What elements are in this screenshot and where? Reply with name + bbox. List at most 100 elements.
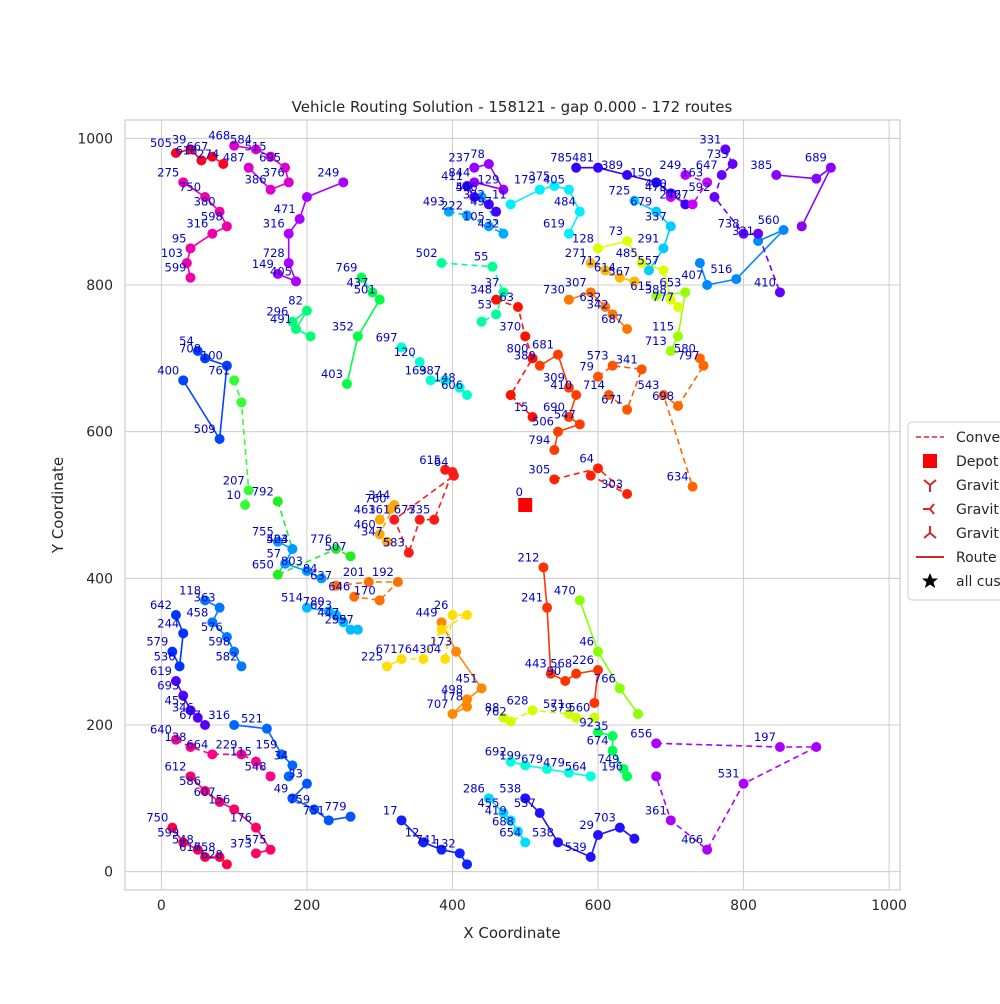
customer-point bbox=[560, 676, 571, 686]
customer-label: 222 bbox=[441, 198, 463, 212]
customer-point bbox=[207, 617, 218, 628]
customer-point bbox=[229, 375, 240, 386]
customer-label: 453 bbox=[165, 693, 187, 707]
customer-point bbox=[680, 287, 691, 298]
customer-label: 583 bbox=[383, 536, 405, 550]
customer-point bbox=[265, 151, 276, 162]
customer-point bbox=[593, 727, 604, 738]
customer-point bbox=[633, 709, 644, 719]
customer-point bbox=[563, 228, 574, 239]
customer-label: 547 bbox=[554, 407, 576, 421]
customer-point bbox=[236, 661, 247, 672]
customer-label: 564 bbox=[565, 759, 587, 773]
customer-point bbox=[552, 349, 563, 360]
customer-label: 309 bbox=[543, 371, 565, 385]
customer-point bbox=[301, 602, 312, 613]
customer-point bbox=[214, 434, 225, 444]
customer-label: 515 bbox=[245, 140, 267, 154]
customer-label: 105 bbox=[463, 209, 485, 223]
customer-point bbox=[301, 305, 312, 316]
customer-label: 502 bbox=[416, 246, 438, 260]
customer-label: 44 bbox=[456, 180, 471, 194]
customer-label: 538 bbox=[499, 781, 521, 795]
customer-point bbox=[462, 701, 473, 712]
customer-point bbox=[345, 551, 356, 562]
legend-tri-down-icon bbox=[929, 479, 937, 486]
customer-point bbox=[680, 199, 691, 210]
route-line bbox=[400, 346, 468, 396]
customer-point bbox=[574, 206, 585, 217]
legend-label: Depot bbox=[956, 454, 999, 470]
customer-label: 738 bbox=[718, 217, 740, 231]
customer-label: 654 bbox=[499, 825, 521, 839]
customer-point bbox=[440, 375, 451, 386]
customer-label: 305 bbox=[528, 462, 550, 476]
route-line bbox=[579, 600, 639, 715]
customer-label: 664 bbox=[186, 737, 208, 751]
customer-label: 199 bbox=[499, 748, 521, 762]
customer-label: 614 bbox=[594, 261, 616, 275]
customer-label: 344 bbox=[368, 488, 390, 502]
customer-point bbox=[436, 258, 447, 268]
customer-label: 322 bbox=[463, 187, 485, 201]
customer-label: 84 bbox=[303, 561, 318, 575]
customer-point bbox=[200, 595, 211, 606]
customer-point bbox=[629, 276, 640, 287]
customer-label: 707 bbox=[427, 697, 449, 711]
customer-point bbox=[593, 371, 604, 382]
customer-label: 12 bbox=[405, 825, 420, 839]
customer-point bbox=[316, 573, 327, 584]
customer-label: 386 bbox=[245, 173, 267, 187]
customer-point bbox=[265, 771, 276, 782]
customer-label: 751 bbox=[303, 803, 325, 817]
customer-point bbox=[731, 274, 742, 285]
route-line bbox=[776, 167, 832, 227]
customer-label: 237 bbox=[448, 151, 470, 165]
customer-label: 192 bbox=[372, 565, 394, 579]
customer-point bbox=[462, 210, 473, 221]
customer-point bbox=[392, 577, 403, 587]
customer-point bbox=[396, 815, 407, 826]
customer-point bbox=[462, 610, 473, 620]
customer-point bbox=[552, 426, 563, 437]
customer-label: 387 bbox=[419, 363, 441, 377]
customer-label: 249 bbox=[317, 165, 339, 179]
customer-point bbox=[498, 184, 509, 195]
customer-point bbox=[622, 324, 633, 334]
customer-label: 460 bbox=[354, 517, 376, 531]
customer-label: 316 bbox=[263, 217, 285, 231]
customer-label: 132 bbox=[434, 836, 456, 850]
customer-label: 159 bbox=[256, 737, 278, 751]
customer-point bbox=[178, 375, 189, 386]
customer-point bbox=[192, 844, 203, 855]
customer-point bbox=[542, 764, 553, 774]
customer-label: 88 bbox=[485, 701, 500, 715]
customer-point bbox=[593, 162, 604, 173]
customer-point bbox=[651, 771, 662, 782]
customer-label: 713 bbox=[645, 334, 667, 348]
customer-point bbox=[301, 566, 312, 576]
customer-label: 376 bbox=[263, 165, 285, 179]
customer-label: 571 bbox=[543, 697, 565, 711]
customer-point bbox=[454, 382, 465, 393]
customer-label: 212 bbox=[517, 550, 539, 564]
customer-label: 296 bbox=[266, 305, 288, 319]
customer-point bbox=[498, 808, 509, 818]
customer-point bbox=[774, 742, 785, 752]
y-tick-label: 1000 bbox=[77, 131, 113, 147]
customer-point bbox=[283, 177, 294, 188]
customer-point bbox=[345, 811, 356, 822]
customer-label: 697 bbox=[376, 330, 398, 344]
customer-label: 385 bbox=[750, 158, 772, 172]
customer-label: 484 bbox=[554, 195, 576, 209]
customer-point bbox=[694, 258, 705, 268]
customer-label: 514 bbox=[281, 591, 303, 605]
customer-point bbox=[593, 665, 604, 675]
x-axis-label: X Coordinate bbox=[463, 924, 560, 942]
customer-label: 156 bbox=[208, 792, 230, 806]
customer-label: 693 bbox=[157, 679, 179, 693]
customer-label: 341 bbox=[616, 352, 638, 366]
customer-point bbox=[200, 786, 211, 796]
customer-label: 674 bbox=[587, 734, 609, 748]
